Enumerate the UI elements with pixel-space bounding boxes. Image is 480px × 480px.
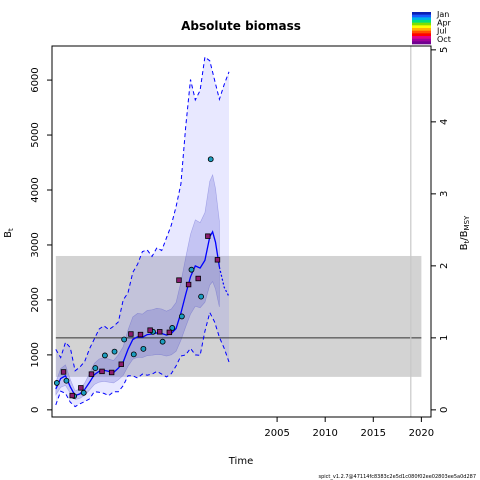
index1-point-11 <box>159 338 166 345</box>
legend-swatch-1 <box>412 14 431 18</box>
y-axis-label-left-main: B <box>3 231 14 238</box>
index2-point-12 <box>176 277 182 283</box>
index1-point-13 <box>178 313 185 320</box>
x-tick-label-1: 2010 <box>312 428 337 439</box>
y-tick-label-6: 6000 <box>30 67 41 92</box>
index2-point-13 <box>185 281 192 288</box>
y-axis-label-left-sub: t <box>7 228 15 231</box>
y2-tick-label-2: 2 <box>439 263 450 269</box>
index1-point-1 <box>63 377 70 384</box>
y-axis-label-right-suffix-sub: MSY <box>463 215 471 230</box>
version-footnote: spict_v1.2.7@47114fc8383c2e5d1c080f02ee0… <box>318 474 476 480</box>
legend-swatch-6 <box>412 28 431 31</box>
legend-label-0: Jan <box>436 10 449 19</box>
ci-inner-region <box>55 173 220 400</box>
index1-point-9 <box>140 345 147 352</box>
chart-title: Absolute biomass <box>181 19 301 33</box>
index2-point-2 <box>78 385 84 391</box>
index1-point-4 <box>92 365 99 371</box>
index1-point-6 <box>111 348 118 355</box>
index1-point-8 <box>130 351 137 358</box>
legend-swatch-3 <box>412 20 431 23</box>
forecast-line-0 <box>218 266 230 297</box>
bmsy-band <box>55 255 422 377</box>
index1-point-16 <box>207 156 214 163</box>
index2-point-6 <box>118 361 124 367</box>
legend-label-3: Oct <box>437 35 451 44</box>
index2-point-5 <box>108 369 115 376</box>
legend-swatch-10 <box>412 38 431 42</box>
index1-point-5 <box>102 352 108 359</box>
index2-point-8 <box>137 331 144 338</box>
index1-point-12 <box>169 325 176 331</box>
y-tick-label-3: 3000 <box>30 232 41 257</box>
index1-point-15 <box>198 293 204 300</box>
y2-tick-label-4: 4 <box>439 119 450 125</box>
legend-swatch-7 <box>412 30 431 34</box>
ci-lower-line <box>55 311 230 408</box>
ci-outer-region <box>55 56 229 407</box>
legend-label-2: Jul <box>436 27 447 36</box>
y-tick-label-1: 1000 <box>30 342 41 367</box>
legend-swatch-8 <box>412 33 431 37</box>
y-tick-label-5: 5000 <box>30 122 41 147</box>
x-tick-label-2: 2015 <box>361 428 386 439</box>
y-axis-label-right: Bt/BMSY <box>459 215 471 250</box>
legend-swatch-2 <box>412 17 431 21</box>
index2-point-3 <box>88 371 95 377</box>
index2-point-9 <box>147 327 153 333</box>
legend-label-1: Apr <box>437 18 452 27</box>
legend-swatch-4 <box>412 22 431 26</box>
index1-point-14 <box>188 266 195 273</box>
y2-tick-label-5: 5 <box>439 47 450 53</box>
y-tick-label-4: 4000 <box>30 177 41 202</box>
index1-point-3 <box>80 389 87 396</box>
index2-point-11 <box>166 329 173 336</box>
index1-point-0 <box>53 380 60 386</box>
index2-point-7 <box>128 331 134 337</box>
legend-swatch-9 <box>412 36 431 39</box>
x-axis-label: Time <box>228 456 253 467</box>
y2-tick-label-1: 1 <box>439 335 450 341</box>
x-tick-label-0: 2005 <box>264 428 289 439</box>
y2-tick-label-3: 3 <box>439 191 450 197</box>
y-axis-label-right-suffix: /B <box>459 230 470 240</box>
y-axis-label-right-sub: t <box>463 240 471 243</box>
plot-frame <box>51 45 432 418</box>
ci-upper-line <box>55 56 230 372</box>
index2-point-4 <box>99 368 105 375</box>
y-tick-label-0: 0 <box>30 407 41 413</box>
plot-area: 2005 2010 2015 2020010002000300040005000600… <box>30 45 450 439</box>
x-tick-label-3: 2020 <box>409 428 434 439</box>
index2-point-0 <box>60 369 67 375</box>
y-axis-label-right-main: B <box>459 243 470 250</box>
index2-point-15 <box>205 233 211 239</box>
index2-point-1 <box>69 392 75 399</box>
index2-point-10 <box>157 329 163 335</box>
index2-point-14 <box>195 275 201 282</box>
y-tick-label-2: 2000 <box>30 287 41 312</box>
index1-point-7 <box>121 336 128 343</box>
legend-swatch-0 <box>412 12 431 15</box>
legend-swatch-11 <box>412 41 431 45</box>
index2-point-16 <box>214 257 221 263</box>
y2-tick-label-0: 0 <box>439 407 450 413</box>
legend-swatch-5 <box>412 25 431 29</box>
y-axis-label-left: Bt <box>3 228 15 238</box>
